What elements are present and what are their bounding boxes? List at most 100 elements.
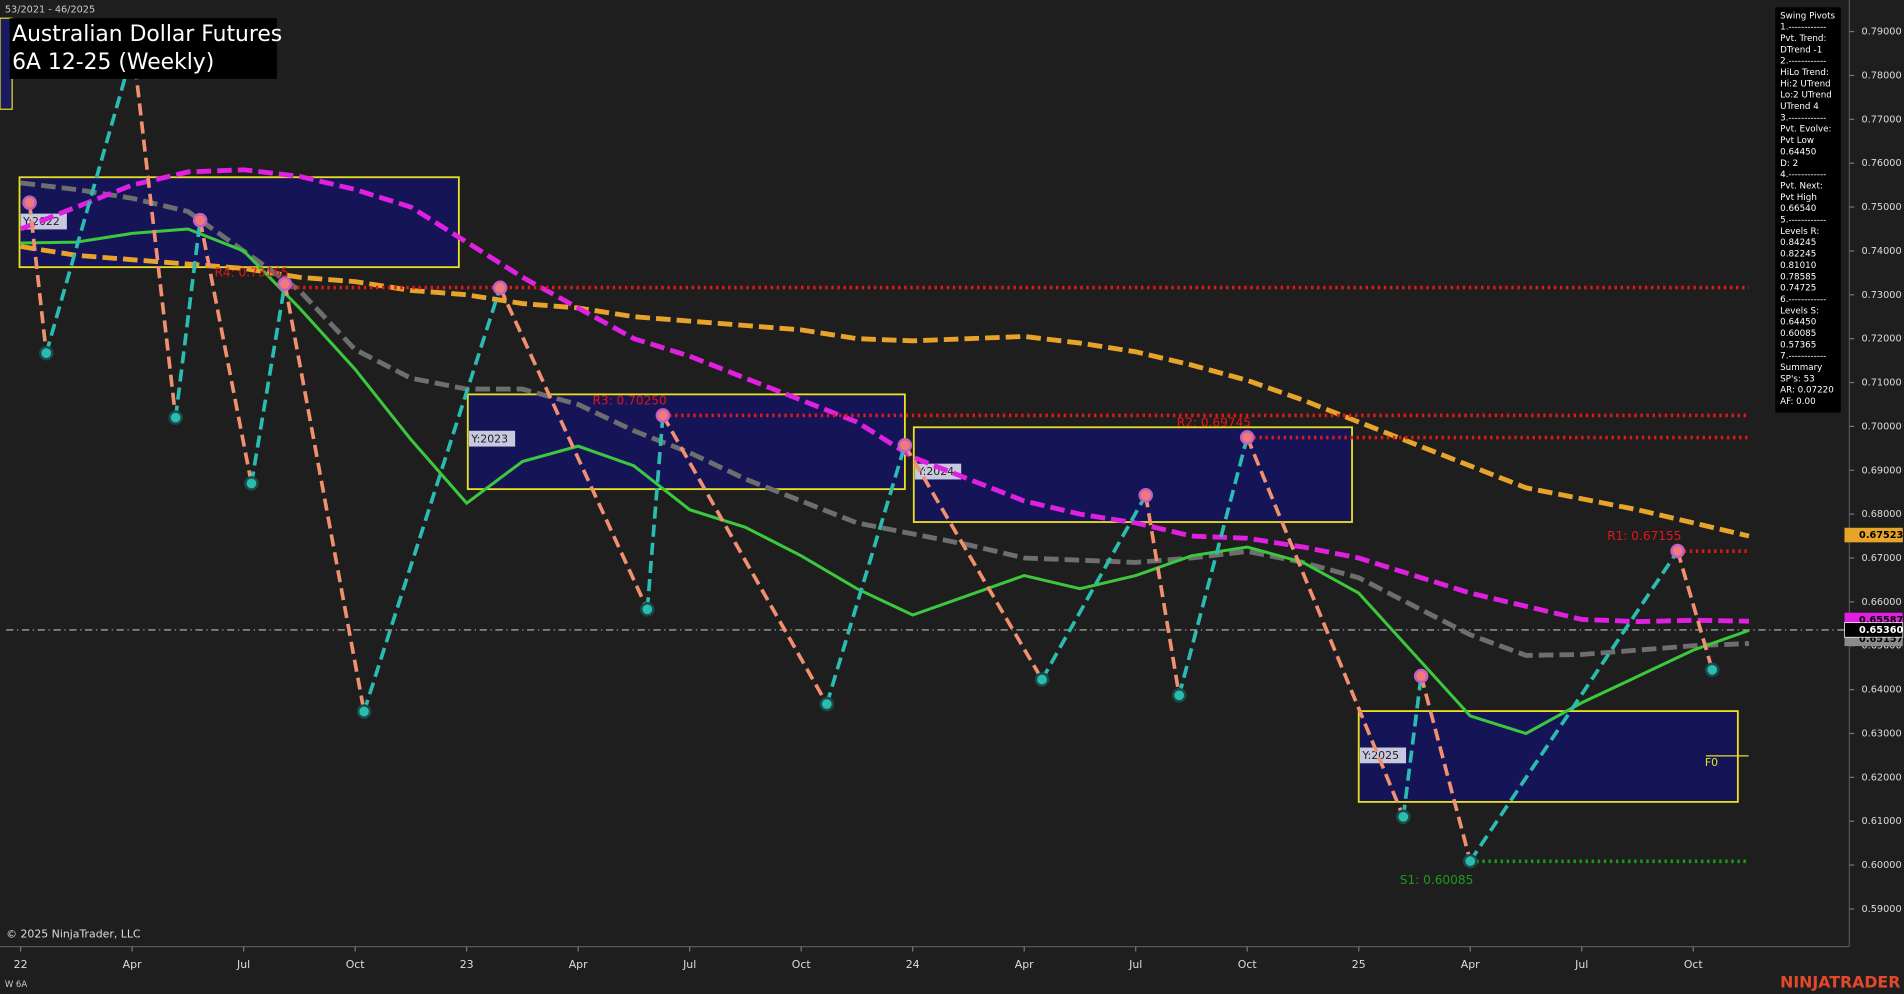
panel-line: SP's: 53 <box>1780 374 1815 384</box>
x-tick-label: Jul <box>682 958 696 971</box>
panel-line: 0.78585 <box>1780 272 1816 282</box>
x-tick-label: Apr <box>123 958 142 971</box>
x-tick-label: 25 <box>1352 958 1366 971</box>
pivot-leg <box>645 415 665 610</box>
x-tick-label: Oct <box>1238 958 1258 971</box>
price-tag <box>1844 622 1904 638</box>
panel-line: 0.57365 <box>1780 340 1816 350</box>
pivot-leg <box>1245 436 1406 818</box>
panel-line: 0.66540 <box>1780 204 1816 214</box>
panel-line: Levels S: <box>1780 306 1819 316</box>
panel-line: UTrend 4 <box>1780 102 1819 112</box>
pivot-low <box>1034 672 1050 687</box>
price-tag-label: 0.65360 <box>1859 625 1903 636</box>
pivot-leg <box>131 48 178 418</box>
pivot-leg <box>1419 675 1472 862</box>
panel-line: 0.81010 <box>1780 261 1816 271</box>
y-tick-label: 0.65000 <box>1862 641 1902 652</box>
year-zone <box>466 393 906 491</box>
pivot-leg <box>1143 494 1181 696</box>
y-tick-label: 0.59000 <box>1862 904 1902 915</box>
y-tick-label: 0.60000 <box>1862 860 1902 871</box>
pivot-leg <box>825 444 907 705</box>
panel-line: Hi:2 UTrend <box>1780 79 1831 89</box>
price-tag-label: 0.65587 <box>1859 615 1903 626</box>
y-tick-label: 0.75000 <box>1862 202 1902 213</box>
pivot-leg <box>1177 436 1249 696</box>
y-tick-label: 0.76000 <box>1862 158 1902 169</box>
x-tick-label: 22 <box>14 958 28 971</box>
price-tag-label: 0.65157 <box>1859 634 1903 645</box>
pivot-low <box>1171 688 1187 703</box>
panel-line: Summary <box>1780 363 1822 373</box>
pivot-high <box>1239 430 1255 445</box>
pivot-low <box>640 602 655 617</box>
price-tag-label: 0.67523 <box>1859 530 1903 541</box>
x-tick-label: Apr <box>1015 958 1034 971</box>
panel-line: Pvt. Trend: <box>1780 34 1826 44</box>
panel-line: Levels R: <box>1780 227 1819 237</box>
panel-line: D: 2 <box>1780 159 1798 169</box>
panel-line: 0.84245 <box>1780 238 1816 248</box>
x-tick-label: Jul <box>1574 958 1588 971</box>
pivot-high <box>897 437 913 453</box>
panel-line: 7.------------ <box>1780 352 1826 362</box>
pivot-high <box>277 276 293 292</box>
pivot-leg <box>44 48 136 354</box>
chart-title: Australian Dollar Futures <box>12 22 282 47</box>
pivot-high <box>1413 668 1429 684</box>
pivot-high <box>655 408 671 423</box>
panel-line: 1.------------ <box>1780 23 1826 33</box>
year-zone <box>912 426 1353 523</box>
y-tick-label: 0.70000 <box>1862 421 1902 432</box>
panel-line: Swing Pivots <box>1780 11 1835 21</box>
level-label: R4: 0.73165 <box>214 265 288 279</box>
panel-line: Pvt. Next: <box>1780 181 1823 191</box>
price-tag <box>1844 527 1903 543</box>
moving-average <box>20 227 1750 736</box>
pivot-high <box>1138 487 1154 503</box>
zone-label-box <box>1359 747 1407 764</box>
pivot-leg <box>198 219 254 484</box>
pivot-high <box>192 212 208 228</box>
pivot-leg <box>498 287 649 611</box>
y-tick-label: 0.77000 <box>1862 114 1902 125</box>
y-tick-label: 0.64000 <box>1862 685 1902 696</box>
panel-line: 2.------------ <box>1780 57 1826 67</box>
y-tick-label: 0.79000 <box>1862 27 1902 38</box>
zone-label: Y:2023 <box>470 432 508 445</box>
panel-line: Lo:2 UTrend <box>1780 91 1832 101</box>
fib-label: F0 <box>1705 756 1718 769</box>
pivot-high <box>1670 543 1685 559</box>
zone-label-box <box>468 430 516 447</box>
moving-average <box>20 180 1750 658</box>
panel-line: 0.74725 <box>1780 284 1816 294</box>
pivot-low <box>244 476 259 491</box>
panel-line: 6.------------ <box>1780 295 1826 305</box>
y-tick-label: 0.66000 <box>1862 597 1902 608</box>
year-zone <box>1357 710 1739 803</box>
pivot-high <box>22 195 37 210</box>
panel-line: 0.64450 <box>1780 318 1816 328</box>
date-range: 53/2021 - 46/2025 <box>5 5 95 16</box>
level-label: R3: 0.70250 <box>592 393 666 407</box>
panel-line: 0.82245 <box>1780 250 1816 260</box>
panel-line: Pvt Low <box>1780 136 1814 146</box>
y-tick-label: 0.68000 <box>1862 509 1902 520</box>
pivot-low <box>1462 853 1478 869</box>
level-label: R2: 0.69745 <box>1177 416 1251 430</box>
panel-line: AF: 0.00 <box>1780 397 1816 407</box>
x-tick-label: Jul <box>236 958 250 971</box>
pivot-low <box>38 345 54 361</box>
x-tick-label: Jul <box>1128 958 1142 971</box>
y-tick-label: 0.72000 <box>1862 334 1902 345</box>
y-tick-label: 0.73000 <box>1862 290 1902 301</box>
pivot-leg <box>249 283 287 484</box>
symbol: W 6A <box>5 980 27 990</box>
x-tick-label: Oct <box>792 958 812 971</box>
pivot-leg <box>903 444 1044 681</box>
moving-average <box>19 167 1750 625</box>
pivot-leg <box>1401 675 1423 818</box>
